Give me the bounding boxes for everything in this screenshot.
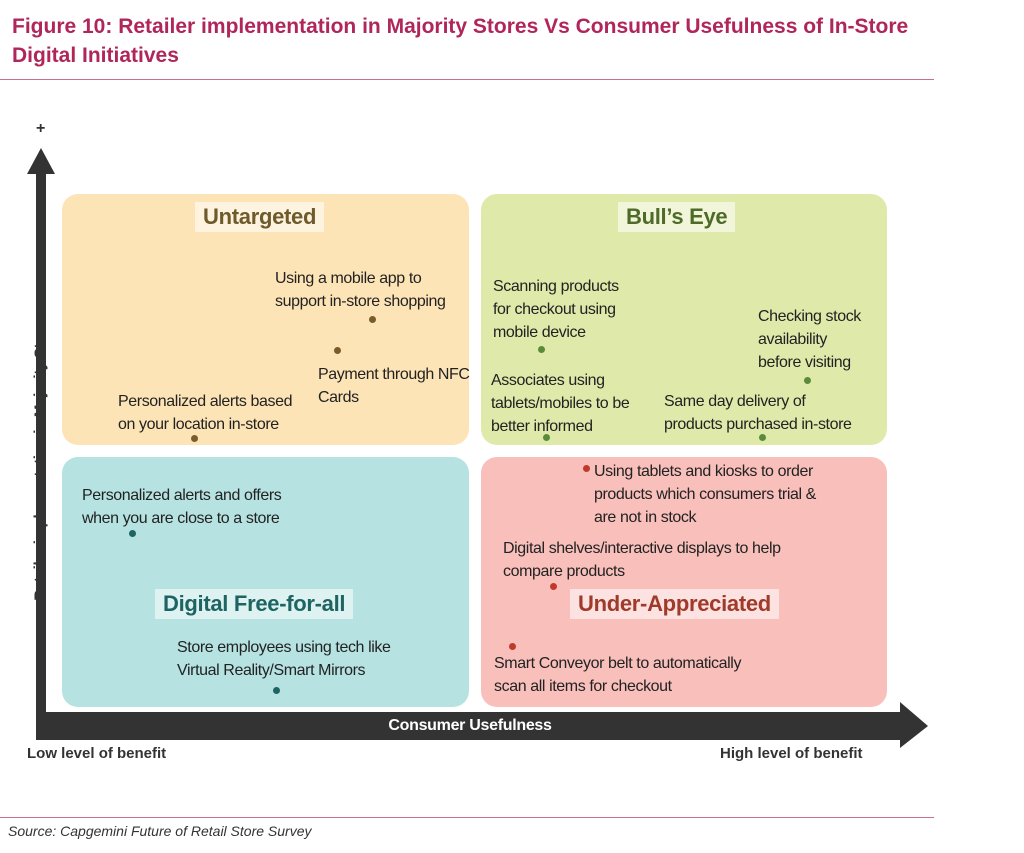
item-digital-shelves: Digital shelves/interactive displays to … bbox=[503, 540, 781, 580]
quadrant-title-untargeted: Untargeted bbox=[195, 202, 325, 232]
item-marker-digital-shelves bbox=[550, 583, 557, 590]
item-vr-smart-mirrors: Store employees using tech like Virtual R… bbox=[177, 639, 391, 679]
item-marker-vr-smart-mirrors bbox=[273, 687, 280, 694]
quadrant-digital-free-for-all bbox=[62, 457, 469, 707]
item-smart-conveyor: Smart Conveyor belt to automatically scan… bbox=[494, 655, 742, 695]
item-marker-nfc-payment bbox=[334, 347, 341, 354]
item-mobile-app-support: Using a mobile app to support in-store sh… bbox=[275, 270, 446, 310]
y-axis-arrow bbox=[27, 148, 55, 728]
quadrant-untargeted bbox=[62, 194, 469, 445]
item-marker-mobile-app-support bbox=[369, 316, 376, 323]
item-proximity-alerts: Personalized alerts and offers when you a… bbox=[82, 487, 282, 527]
item-associates-tablets: Associates using tablets/mobiles to be bet… bbox=[491, 372, 630, 435]
quadrant-bulls-eye bbox=[481, 194, 887, 445]
y-axis-plus-sign: + bbox=[36, 120, 46, 137]
quadrant-title-bulls-eye: Bull’s Eye bbox=[618, 202, 736, 232]
item-checking-stock: Checking stock availability before visitin… bbox=[758, 308, 861, 371]
item-marker-scanning-products bbox=[538, 346, 545, 353]
figure-title: Figure 10: Retailer implementation in Ma… bbox=[12, 15, 909, 67]
item-marker-tablets-kiosks-order bbox=[583, 465, 590, 472]
x-axis-high-label: High level of benefit bbox=[720, 745, 863, 762]
item-marker-proximity-alerts bbox=[129, 530, 136, 537]
source-divider bbox=[0, 817, 934, 818]
x-axis-label: Consumer Usefulness bbox=[388, 717, 552, 734]
quadrant-title-under-appreciated: Under-Appreciated bbox=[570, 589, 779, 619]
source-note: Source: Capgemini Future of Retail Store… bbox=[8, 823, 312, 839]
quadrant-under-appreciated bbox=[481, 457, 887, 707]
item-tablets-kiosks-order: Using tablets and kiosks to order product… bbox=[594, 463, 816, 526]
item-marker-associates-tablets bbox=[543, 434, 550, 441]
item-marker-checking-stock bbox=[804, 377, 811, 384]
item-marker-location-alerts bbox=[191, 435, 198, 442]
x-axis-low-label: Low level of benefit bbox=[27, 745, 167, 762]
title-divider bbox=[0, 79, 934, 80]
item-scanning-products: Scanning products for checkout using mobil… bbox=[493, 278, 619, 341]
item-marker-same-day-delivery bbox=[759, 434, 766, 441]
item-same-day-delivery: Same day delivery of products purchased i… bbox=[664, 393, 852, 433]
item-marker-smart-conveyor bbox=[509, 643, 516, 650]
item-nfc-payment: Payment through NFC Cards bbox=[318, 366, 470, 406]
y-axis-label: Retailer implementation in Majority Stor… bbox=[31, 313, 49, 601]
item-location-alerts: Personalized alerts based on your locatio… bbox=[118, 393, 293, 433]
quadrant-title-digital-free-for-all: Digital Free-for-all bbox=[155, 589, 354, 619]
